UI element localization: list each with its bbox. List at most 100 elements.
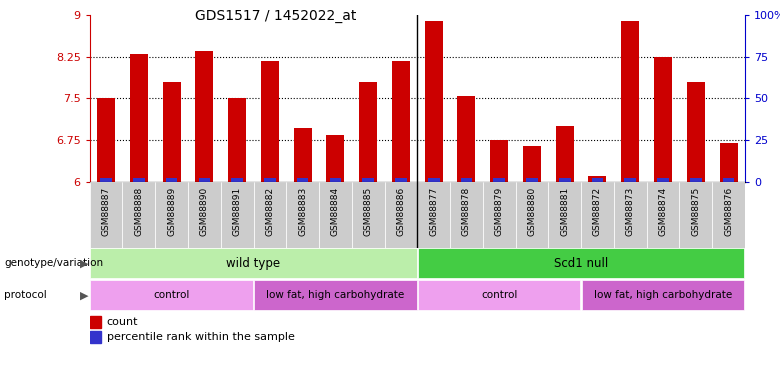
- Text: GSM88886: GSM88886: [396, 187, 406, 236]
- Bar: [296, 178, 309, 182]
- Text: GSM88881: GSM88881: [560, 187, 569, 236]
- Text: GSM88891: GSM88891: [232, 187, 242, 236]
- Text: protocol: protocol: [4, 290, 47, 300]
- Bar: [319, 182, 352, 248]
- Text: GSM88875: GSM88875: [691, 187, 700, 236]
- Bar: [188, 182, 221, 248]
- Bar: [293, 128, 312, 182]
- Bar: [657, 178, 669, 182]
- Text: GSM88890: GSM88890: [200, 187, 209, 236]
- Bar: [516, 182, 548, 248]
- Text: GSM88884: GSM88884: [331, 187, 340, 236]
- Bar: [581, 182, 614, 248]
- Bar: [555, 126, 574, 182]
- Text: GSM88874: GSM88874: [658, 187, 668, 236]
- Bar: [493, 178, 505, 182]
- Bar: [460, 178, 473, 182]
- Bar: [418, 249, 744, 278]
- Bar: [97, 99, 115, 182]
- Text: GSM88883: GSM88883: [298, 187, 307, 236]
- Bar: [162, 82, 181, 182]
- Bar: [221, 182, 254, 248]
- Bar: [690, 178, 702, 182]
- Bar: [647, 182, 679, 248]
- Bar: [90, 280, 253, 310]
- Bar: [326, 135, 345, 182]
- Bar: [362, 178, 374, 182]
- Text: wild type: wild type: [226, 257, 281, 270]
- Bar: [490, 140, 509, 182]
- Bar: [100, 178, 112, 182]
- Bar: [424, 21, 443, 182]
- Text: GSM88882: GSM88882: [265, 187, 275, 236]
- Text: GSM88880: GSM88880: [527, 187, 537, 236]
- Bar: [90, 316, 101, 328]
- Bar: [427, 178, 440, 182]
- Bar: [395, 178, 407, 182]
- Bar: [90, 249, 417, 278]
- Bar: [621, 21, 640, 182]
- Bar: [254, 280, 417, 310]
- Bar: [228, 99, 246, 182]
- Bar: [523, 146, 541, 182]
- Text: GSM88877: GSM88877: [429, 187, 438, 236]
- Bar: [526, 178, 538, 182]
- Bar: [614, 182, 647, 248]
- Bar: [418, 280, 580, 310]
- Text: genotype/variation: genotype/variation: [4, 258, 103, 268]
- Bar: [591, 178, 604, 182]
- Text: GDS1517 / 1452022_at: GDS1517 / 1452022_at: [195, 9, 356, 23]
- Bar: [165, 178, 178, 182]
- Bar: [264, 178, 276, 182]
- Bar: [654, 57, 672, 182]
- Text: GSM88872: GSM88872: [593, 187, 602, 236]
- Text: ▶: ▶: [80, 290, 88, 300]
- Bar: [457, 96, 476, 182]
- Text: GSM88879: GSM88879: [495, 187, 504, 236]
- Bar: [679, 182, 712, 248]
- Text: GSM88889: GSM88889: [167, 187, 176, 236]
- Bar: [582, 280, 744, 310]
- Bar: [286, 182, 319, 248]
- Text: GSM88885: GSM88885: [363, 187, 373, 236]
- Bar: [624, 178, 636, 182]
- Text: GSM88887: GSM88887: [101, 187, 111, 236]
- Bar: [329, 178, 342, 182]
- Bar: [548, 182, 581, 248]
- Text: GSM88888: GSM88888: [134, 187, 144, 236]
- Bar: [254, 182, 286, 248]
- Text: low fat, high carbohydrate: low fat, high carbohydrate: [594, 290, 732, 300]
- Text: GSM88873: GSM88873: [626, 187, 635, 236]
- Text: Scd1 null: Scd1 null: [554, 257, 608, 270]
- Bar: [129, 54, 148, 182]
- Text: ▶: ▶: [80, 258, 88, 268]
- Bar: [122, 182, 155, 248]
- Bar: [352, 182, 385, 248]
- Bar: [483, 182, 516, 248]
- Bar: [195, 51, 214, 182]
- Bar: [231, 178, 243, 182]
- Text: GSM88876: GSM88876: [724, 187, 733, 236]
- Bar: [712, 182, 745, 248]
- Bar: [686, 82, 705, 182]
- Bar: [558, 178, 571, 182]
- Text: percentile rank within the sample: percentile rank within the sample: [107, 332, 295, 342]
- Bar: [155, 182, 188, 248]
- Bar: [417, 182, 450, 248]
- Bar: [90, 182, 122, 248]
- Bar: [588, 176, 607, 182]
- Bar: [261, 61, 279, 182]
- Text: GSM88878: GSM88878: [462, 187, 471, 236]
- Bar: [450, 182, 483, 248]
- Text: low fat, high carbohydrate: low fat, high carbohydrate: [266, 290, 405, 300]
- Bar: [359, 82, 378, 182]
- Text: count: count: [107, 317, 138, 327]
- Bar: [90, 331, 101, 344]
- Bar: [198, 178, 211, 182]
- Bar: [133, 178, 145, 182]
- Bar: [719, 143, 738, 182]
- Bar: [722, 178, 735, 182]
- Text: control: control: [481, 290, 517, 300]
- Bar: [385, 182, 417, 248]
- Bar: [392, 61, 410, 182]
